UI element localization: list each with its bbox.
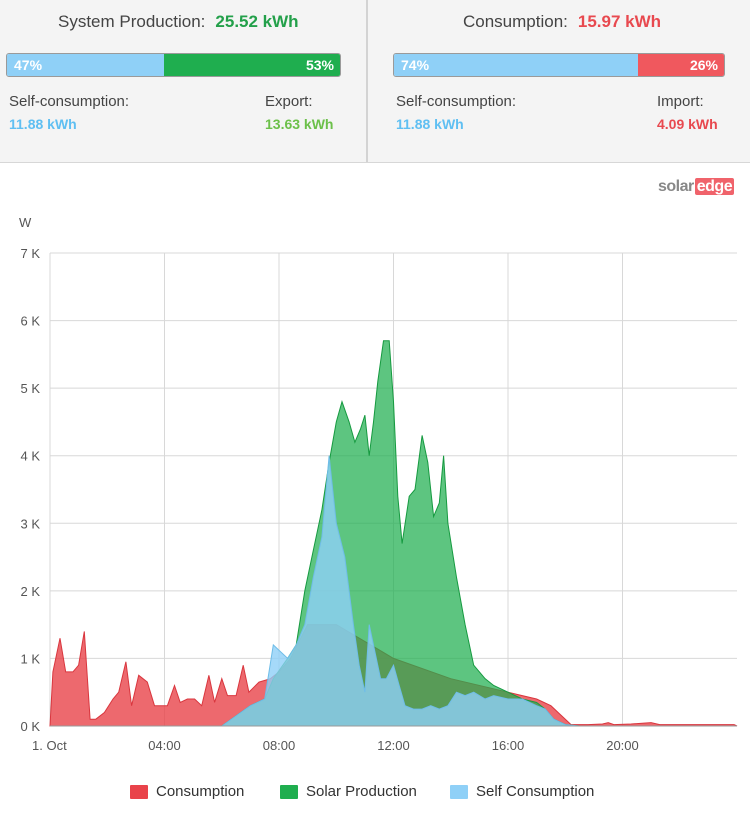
legend-label: Solar Production xyxy=(306,783,417,800)
consumption-self-segment: 74% xyxy=(394,54,639,76)
consumption-right-percent: 26% xyxy=(689,57,718,73)
consumption-self-label: Self-consumption: xyxy=(396,93,517,110)
import-value: 4.09 kWh xyxy=(657,116,718,132)
legend-consumption[interactable]: Consumption xyxy=(130,783,244,800)
consumption-left-percent: 74% xyxy=(401,57,430,73)
panel-divider xyxy=(366,0,368,162)
x-tick-label: 08:00 xyxy=(263,738,296,753)
production-self-label: Self-consumption: xyxy=(9,93,130,110)
y-tick-label: 4 K xyxy=(20,449,40,464)
production-title-label: System Production: xyxy=(58,12,206,31)
consumption-split-bar: 74% 26% xyxy=(393,53,725,77)
power-chart: 0 K 1 K 2 K 3 K 4 K 5 K 6 K 7 K 1. Oct 04:00 08:00… xyxy=(19,215,738,753)
production-split-bar: 47% 53% xyxy=(6,53,341,77)
x-tick-label: 16:00 xyxy=(492,738,525,753)
production-total: 25.52 kWh xyxy=(215,12,299,31)
y-tick-label: 2 K xyxy=(20,584,40,599)
consumption-title: Consumption: 15.97 kWh xyxy=(463,12,661,32)
y-tick-label: 3 K xyxy=(20,516,40,531)
consumption-title-label: Consumption: xyxy=(463,12,568,31)
consumption-panel: Consumption: 15.97 kWh 74% 26% Self-consu… xyxy=(368,0,750,162)
x-tick-label: 04:00 xyxy=(148,738,181,753)
y-tick-label: 1 K xyxy=(20,651,40,666)
production-title: System Production: 25.52 kWh xyxy=(58,12,299,32)
logo-text-edge: edge xyxy=(694,178,735,195)
legend-self-consumption[interactable]: Self Consumption xyxy=(450,783,594,800)
x-tick-label: 1. Oct xyxy=(32,738,67,753)
y-tick-label: 7 K xyxy=(20,246,40,261)
production-left-percent: 47% xyxy=(14,57,43,73)
self-consumption-area xyxy=(220,455,580,727)
x-tick-label: 12:00 xyxy=(377,738,410,753)
production-self-segment: 47% xyxy=(7,54,164,76)
y-tick-label: 5 K xyxy=(20,381,40,396)
consumption-self-value: 11.88 kWh xyxy=(396,116,464,132)
legend-swatch xyxy=(130,784,148,799)
legend-swatch xyxy=(280,784,298,799)
legend-label: Self Consumption xyxy=(476,783,595,800)
consumption-total: 15.97 kWh xyxy=(577,12,662,31)
y-tick-label: 6 K xyxy=(20,314,40,329)
y-tick-label: 0 K xyxy=(20,719,40,734)
import-label: Import: xyxy=(657,93,704,110)
logo-text-solar: solar xyxy=(658,178,694,195)
production-panel: System Production: 25.52 kWh 47% 53% Self… xyxy=(0,0,366,162)
summary-header xyxy=(0,0,750,163)
production-right-percent: 53% xyxy=(305,57,334,73)
solaredge-logo: solar edge xyxy=(658,178,735,196)
legend-solar-production[interactable]: Solar Production xyxy=(280,783,417,800)
export-label: Export: xyxy=(265,93,313,110)
production-self-value: 11.88 kWh xyxy=(9,116,77,132)
legend-label: Consumption xyxy=(156,783,245,800)
x-tick-label: 20:00 xyxy=(606,738,639,753)
legend-swatch xyxy=(450,784,468,799)
chart-legend: Consumption Solar Production Self Consumpt… xyxy=(0,783,750,805)
export-value: 13.63 kWh xyxy=(265,116,334,132)
production-export-segment: 53% xyxy=(163,54,340,76)
consumption-import-segment: 26% xyxy=(638,54,724,76)
y-axis-label: W xyxy=(19,215,32,230)
